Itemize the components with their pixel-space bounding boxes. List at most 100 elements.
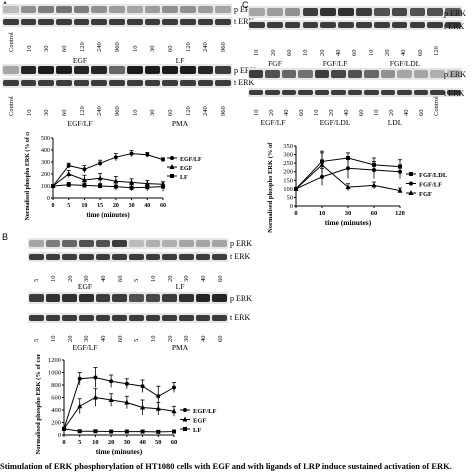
lane-label: 20 [166, 335, 174, 343]
legend-label: LF [180, 175, 188, 181]
chart-a: 0 100 200 300 400 500 0 5 10 15 20 30 40 60 time (minu… [24, 132, 202, 221]
lane-label: 60 [351, 49, 359, 57]
legend-label: FGF [419, 191, 432, 198]
blot-band [179, 294, 194, 302]
group-label: EGF/LF [72, 343, 98, 352]
y-tick-label: 150 [283, 177, 293, 184]
lane-label: 30 [149, 109, 157, 117]
series-line [52, 153, 164, 187]
blot-band [79, 315, 94, 321]
blot-band [162, 315, 177, 321]
blot-band [126, 19, 143, 25]
blot-band [364, 70, 379, 78]
blot-band [162, 6, 178, 13]
blot-band [179, 315, 194, 321]
blot-band [144, 66, 161, 74]
lane-label: 40 [400, 49, 408, 57]
data-point-triangle [319, 161, 325, 167]
y-tick-label: 0 [290, 203, 293, 210]
data-point-circle [145, 152, 150, 157]
blot-band [215, 66, 231, 74]
blot-band [3, 80, 19, 86]
blot-band [197, 80, 214, 86]
blot-band [62, 240, 77, 247]
blot-band [249, 70, 264, 78]
x-axis-label: time (minutes) [86, 211, 130, 219]
blot-band [144, 80, 161, 86]
blot-band [212, 240, 227, 247]
blot-band [445, 22, 461, 28]
blot-band [45, 254, 61, 260]
blot-b2-pERK [28, 292, 228, 304]
blot-band [129, 315, 144, 321]
blot-band [56, 66, 72, 74]
data-point-circle [124, 381, 129, 386]
blot-band [45, 240, 61, 247]
blot-band [73, 6, 90, 13]
data-point-triangle [155, 405, 161, 411]
lane-label: 960 [114, 106, 121, 116]
data-point-circle [129, 151, 134, 156]
lane-label: 10 [252, 109, 260, 117]
data-point-triangle [124, 399, 130, 405]
data-point-square [66, 182, 71, 187]
blot-band [397, 89, 412, 96]
lane-label: 60 [167, 109, 175, 117]
lane-label: 40 [334, 49, 342, 57]
blot-band [126, 66, 143, 74]
data-point-triangle [129, 179, 135, 185]
data-point-triangle [140, 404, 146, 410]
x-tick-label: 60 [371, 210, 378, 217]
blot-band [284, 22, 301, 28]
y-tick-label: 200 [41, 172, 50, 178]
blot-band [73, 80, 90, 86]
data-point-circle [77, 376, 82, 381]
y-tick-label: 400 [51, 407, 61, 414]
blot-band [373, 22, 390, 28]
blot-band [430, 89, 445, 96]
lane-label: 30 [43, 109, 51, 117]
x-tick-label: 60 [160, 203, 166, 209]
blot-band [413, 70, 429, 78]
blot-band [62, 254, 77, 260]
lane-label: 30 [43, 45, 51, 53]
lane-label: 120 [432, 46, 440, 56]
blot-band [112, 240, 127, 247]
blot-band [380, 89, 396, 96]
lane-label: 20 [66, 335, 74, 343]
blot-band [162, 80, 178, 86]
legend-label: EGF/LF [180, 157, 202, 163]
group-label: LF [175, 56, 185, 65]
data-point-circle [320, 174, 324, 179]
lane-label: 240 [96, 106, 104, 116]
y-axis-label: Normalised phospho ERK (% of control) [24, 132, 31, 221]
series-line [52, 173, 164, 187]
legend-label: FGF/LDL [419, 172, 448, 179]
data-point-circle [372, 168, 376, 172]
blot-band [314, 70, 330, 78]
blot-band [179, 80, 196, 86]
blot-band [79, 240, 94, 247]
blot-band [162, 254, 177, 260]
blot-band [430, 70, 445, 78]
blot-band [266, 8, 283, 16]
blot-band [364, 89, 379, 96]
blot-b1-tERK [28, 252, 228, 262]
blot-band [212, 294, 227, 302]
blot-band [109, 66, 125, 74]
blot-band [195, 294, 211, 302]
blot-band [215, 6, 231, 13]
group-label: EGF/LDL [319, 118, 351, 127]
blot-band [446, 70, 461, 78]
blot-band [397, 70, 412, 78]
blot-band [95, 294, 111, 302]
data-point-triangle [77, 403, 83, 409]
blot-label: p ERK [230, 294, 252, 303]
blot-a1-pERK [2, 4, 232, 15]
data-point-triangle [171, 408, 177, 414]
lane-label: 10 [50, 335, 57, 343]
data-point-triangle [293, 185, 299, 191]
y-tick-label: 350 [283, 143, 293, 150]
y-tick-label: 50 [287, 194, 294, 201]
